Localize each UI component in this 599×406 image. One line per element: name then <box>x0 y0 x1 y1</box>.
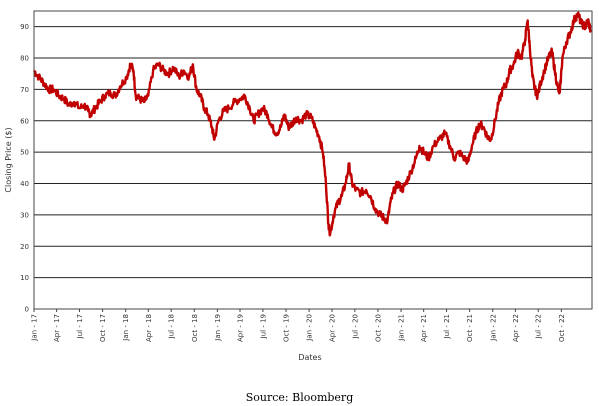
x-tick-label: Jan - 17 <box>31 314 39 342</box>
y-tick-label: 80 <box>20 55 29 63</box>
y-tick-label: 30 <box>20 211 29 219</box>
x-tick-label: Jul - 18 <box>168 314 176 339</box>
x-tick-label: Jul - 20 <box>351 314 359 339</box>
y-tick-label: 40 <box>20 180 29 188</box>
x-tick-label: Jan - 19 <box>214 314 222 342</box>
x-tick-label: Apr - 19 <box>237 314 245 342</box>
horizontal-gridlines <box>34 26 592 310</box>
x-tick-label: Oct - 21 <box>466 314 474 342</box>
x-tick-label: Jul - 21 <box>443 314 451 339</box>
x-tick-label: Apr - 22 <box>512 314 520 342</box>
y-tick-label: 0 <box>25 306 29 314</box>
y-axis-tick-labels: 0 10 20 30 40 50 60 70 80 90 <box>20 23 29 313</box>
x-tick-label: Jan - 22 <box>489 314 497 342</box>
x-tick-label: Jul - 22 <box>535 314 543 339</box>
x-axis-tick-labels: Jan - 17 Apr - 17 Jul - 17 Oct - 17 Jan - 18… <box>31 309 566 342</box>
y-tick-label: 50 <box>20 149 29 157</box>
y-axis-title: Closing Price ($) <box>4 127 13 192</box>
plot-area-frame <box>33 10 593 310</box>
y-tick-label: 20 <box>20 243 29 251</box>
x-axis-title: Dates <box>298 353 321 362</box>
x-tick-label: Jan - 21 <box>398 314 406 342</box>
y-tick-label: 60 <box>20 117 29 125</box>
series-lines <box>33 11 592 237</box>
y-tick-label: 90 <box>20 23 29 31</box>
x-tick-label: Jan - 20 <box>306 314 314 342</box>
x-tick-label: Apr - 21 <box>420 314 428 342</box>
line-chart: 0 10 20 30 40 50 60 70 80 90 Jan - 17 Apr - 17 Jul … <box>4 10 593 362</box>
x-tick-label: Oct - 18 <box>191 314 199 342</box>
source-caption: Source: Bloomberg <box>245 391 354 404</box>
y-tick-label: 70 <box>20 86 29 94</box>
x-tick-label: Apr - 18 <box>145 314 153 342</box>
x-tick-label: Jul - 17 <box>76 314 84 339</box>
x-tick-label: Apr - 20 <box>328 314 336 342</box>
y-tick-label: 10 <box>20 274 29 282</box>
x-tick-label: Jul - 19 <box>259 314 267 339</box>
closing-price-line <box>33 11 592 237</box>
x-tick-label: Oct - 22 <box>558 314 566 342</box>
x-tick-label: Oct - 19 <box>282 314 290 342</box>
x-tick-label: Jan - 18 <box>122 314 130 342</box>
x-tick-label: Oct - 17 <box>99 314 107 342</box>
x-tick-label: Apr - 17 <box>53 314 61 342</box>
x-tick-label: Oct - 20 <box>374 314 382 342</box>
